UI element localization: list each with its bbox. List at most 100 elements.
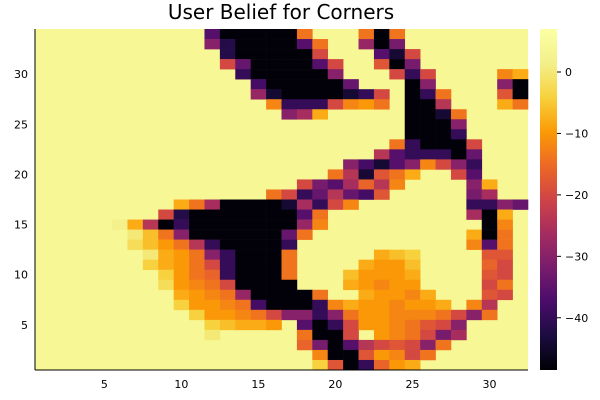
heatmap-cell bbox=[219, 289, 236, 301]
heatmap-cell bbox=[219, 199, 236, 210]
heatmap-cell bbox=[497, 99, 513, 110]
y-tick-label: 30 bbox=[14, 68, 28, 81]
heatmap-cell bbox=[389, 249, 406, 260]
heatmap-cell bbox=[296, 109, 313, 120]
heatmap-cell bbox=[404, 149, 421, 160]
heatmap-cell bbox=[512, 89, 529, 100]
heatmap-cell bbox=[204, 319, 221, 331]
heatmap-cell bbox=[358, 279, 375, 291]
heatmap-cell bbox=[296, 199, 313, 210]
heatmap-cell bbox=[435, 139, 452, 150]
heatmap-cell bbox=[281, 199, 298, 210]
heatmap-cell bbox=[189, 249, 205, 260]
heatmap-cell bbox=[312, 189, 329, 200]
heatmap-cell bbox=[296, 299, 313, 311]
heatmap-cell bbox=[343, 319, 359, 331]
heatmap-cell bbox=[389, 39, 406, 50]
heatmap-cell bbox=[404, 279, 421, 291]
heatmap-cell bbox=[343, 269, 359, 281]
heatmap-cell bbox=[281, 189, 298, 200]
heatmap-cell bbox=[389, 279, 406, 291]
heatmap-cell bbox=[250, 289, 267, 301]
x-tick-label: 10 bbox=[174, 378, 188, 391]
heatmap-cell bbox=[343, 99, 359, 110]
heatmap-cell bbox=[281, 219, 298, 230]
heatmap-cell bbox=[404, 109, 421, 120]
heatmap-cell bbox=[404, 309, 421, 321]
heatmap-cell bbox=[296, 99, 313, 110]
heatmap-cell bbox=[296, 309, 313, 321]
heatmap-cell bbox=[281, 239, 298, 250]
heatmap-cell bbox=[266, 239, 282, 250]
heatmap-cell bbox=[204, 209, 221, 220]
heatmap-cell bbox=[281, 209, 298, 220]
heatmap-cell bbox=[173, 209, 190, 220]
heatmap-cell bbox=[219, 219, 236, 230]
heatmap-cell bbox=[266, 99, 282, 110]
heatmap-cell bbox=[389, 59, 406, 70]
heatmap-cell bbox=[189, 309, 205, 321]
heatmap-cell bbox=[343, 339, 359, 351]
heatmap-cell bbox=[235, 69, 251, 80]
heatmap-cell bbox=[158, 219, 174, 230]
heatmap-cell bbox=[373, 339, 390, 351]
heatmap-cell bbox=[189, 219, 205, 230]
heatmap-cell bbox=[404, 49, 421, 60]
heatmap-cell bbox=[389, 159, 406, 170]
heatmap-cell bbox=[481, 309, 498, 321]
heatmap-cell bbox=[173, 249, 190, 260]
heatmap-cell bbox=[404, 59, 421, 70]
heatmap-cell bbox=[204, 39, 221, 50]
heatmap-cell bbox=[250, 269, 267, 281]
heatmap-cell bbox=[481, 279, 498, 291]
heatmap-cell bbox=[250, 199, 267, 210]
heatmap-cell bbox=[266, 289, 282, 301]
heatmap-cell bbox=[450, 139, 467, 150]
heatmap-cell bbox=[266, 279, 282, 291]
heatmap-cell bbox=[158, 209, 174, 220]
heatmap-cell bbox=[219, 239, 236, 250]
x-ticks: 5 10 15 20 25 30 bbox=[101, 378, 497, 391]
heatmap-cell bbox=[250, 259, 267, 271]
heatmap-cell bbox=[420, 319, 436, 331]
heatmap-cell bbox=[389, 149, 406, 160]
heatmap-cell bbox=[327, 179, 344, 190]
heatmap-cell bbox=[158, 259, 174, 271]
y-tick-label: 5 bbox=[21, 319, 28, 332]
heatmap-cell bbox=[435, 129, 452, 140]
heatmap-cell bbox=[312, 209, 329, 220]
heatmap-cell bbox=[189, 299, 205, 311]
heatmap-cell bbox=[389, 49, 406, 60]
heatmap-cell bbox=[358, 259, 375, 271]
heatmap-cell bbox=[250, 219, 267, 230]
heatmap-cell bbox=[296, 179, 313, 190]
heatmap-cell bbox=[389, 349, 406, 361]
chart-title: User Belief for Corners bbox=[168, 0, 394, 24]
heatmap-cell bbox=[512, 99, 529, 110]
heatmap-cell bbox=[235, 219, 251, 230]
heatmap-cell bbox=[142, 249, 159, 260]
heatmap-cell bbox=[420, 99, 436, 110]
heatmap-cell bbox=[281, 249, 298, 260]
heatmap-cell bbox=[450, 169, 467, 180]
heatmap-cell bbox=[312, 179, 329, 190]
heatmap-cell bbox=[358, 299, 375, 311]
heatmap-cell bbox=[173, 269, 190, 281]
heatmap-cell bbox=[250, 89, 267, 100]
heatmap-cell bbox=[420, 159, 436, 170]
heatmap-cell bbox=[312, 109, 329, 120]
heatmap-cell bbox=[235, 239, 251, 250]
heatmap-cell bbox=[266, 29, 282, 40]
heatmap-cell bbox=[404, 139, 421, 150]
heatmap-cell bbox=[435, 329, 452, 341]
heatmap-cell bbox=[189, 229, 205, 240]
heatmap-cell bbox=[358, 359, 375, 371]
heatmap-cell bbox=[389, 259, 406, 271]
heatmap-cell bbox=[204, 239, 221, 250]
heatmap-cell bbox=[204, 29, 221, 40]
colorbar-tick-label: −10 bbox=[565, 127, 588, 140]
heatmap-cell bbox=[358, 179, 375, 190]
heatmap-cell bbox=[312, 349, 329, 361]
heatmap-cell bbox=[219, 269, 236, 281]
heatmap-cell bbox=[358, 29, 375, 40]
